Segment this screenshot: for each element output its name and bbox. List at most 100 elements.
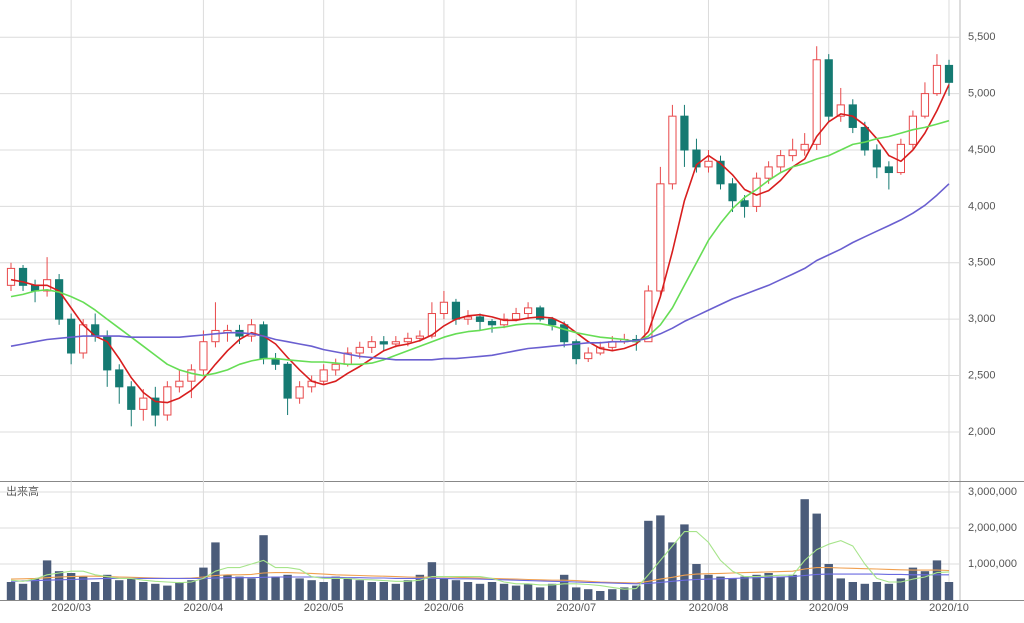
candle-body bbox=[716, 160, 725, 185]
volume-bar bbox=[547, 583, 557, 600]
candle-body bbox=[151, 397, 160, 416]
x-tick-label: 2020/04 bbox=[184, 602, 224, 614]
volume-bar bbox=[427, 562, 437, 600]
volume-bar bbox=[632, 585, 641, 600]
volume-bar bbox=[644, 520, 653, 600]
candle-body bbox=[259, 324, 268, 360]
volume-bar bbox=[884, 583, 894, 600]
candle-body bbox=[548, 318, 557, 326]
volume-average-line bbox=[10, 531, 950, 590]
volume-bar bbox=[463, 582, 473, 600]
volume-bar bbox=[620, 587, 629, 600]
candle-body bbox=[740, 200, 749, 207]
candle-body bbox=[788, 149, 797, 157]
candle-body bbox=[451, 301, 461, 320]
candle-body bbox=[944, 64, 954, 83]
volume-bar bbox=[535, 587, 545, 600]
volume-average-line bbox=[10, 573, 949, 585]
volume-bar bbox=[187, 580, 196, 600]
volume-bar bbox=[800, 499, 809, 600]
y-tick-label: 4,500 bbox=[968, 144, 996, 156]
candle-body bbox=[391, 341, 400, 345]
volume-bar bbox=[788, 574, 797, 600]
volume-bar bbox=[175, 582, 184, 600]
volume-bar bbox=[872, 582, 882, 600]
grid bbox=[0, 0, 960, 600]
volume-bar bbox=[812, 513, 821, 600]
volume-bar bbox=[716, 576, 725, 600]
volume-bar bbox=[764, 573, 773, 600]
y-tick-label: 5,000 bbox=[968, 88, 996, 100]
candle-body bbox=[499, 318, 509, 326]
volume-bar bbox=[692, 564, 701, 600]
volume-bar bbox=[319, 582, 328, 600]
y-tick-label: 2,500 bbox=[968, 369, 996, 381]
volume-bar bbox=[379, 582, 389, 600]
candle-body bbox=[668, 115, 677, 185]
y-tick-label: 5,500 bbox=[968, 31, 996, 43]
candle-body bbox=[427, 313, 437, 337]
volume-bar bbox=[259, 535, 268, 600]
volume-bar bbox=[584, 589, 593, 600]
candle-body bbox=[211, 329, 220, 343]
candle-body bbox=[6, 267, 16, 286]
moving-average-line bbox=[10, 183, 950, 361]
volume-bar bbox=[6, 582, 16, 600]
volume-bar bbox=[54, 571, 64, 600]
volume-bar bbox=[571, 587, 581, 600]
moving-average-line bbox=[10, 119, 950, 377]
volume-bar bbox=[439, 578, 449, 600]
volume-bar bbox=[944, 582, 954, 600]
candle-body bbox=[139, 397, 148, 410]
volume-bar bbox=[343, 578, 352, 600]
candle-body bbox=[920, 93, 930, 117]
volume-bar bbox=[523, 583, 533, 600]
volume-tick-label: 2,000,000 bbox=[968, 522, 1017, 534]
volume-bar bbox=[367, 582, 376, 600]
volume-bar bbox=[283, 574, 292, 600]
volume-bar bbox=[559, 574, 569, 600]
candle-body bbox=[283, 363, 292, 399]
candle-body bbox=[680, 115, 689, 151]
candle-body bbox=[584, 352, 593, 360]
volume-bar bbox=[199, 567, 208, 600]
candle-body bbox=[319, 369, 328, 382]
volume-tick-label: 1,000,000 bbox=[968, 558, 1017, 570]
candle-body bbox=[523, 307, 533, 315]
candle-body bbox=[764, 166, 773, 179]
volume-bar bbox=[271, 576, 280, 600]
volume-bar bbox=[90, 582, 100, 600]
volume-bar bbox=[836, 578, 845, 600]
volume-bar bbox=[151, 583, 160, 600]
volume-bar bbox=[307, 580, 316, 600]
volume-bar bbox=[728, 578, 737, 600]
volume-bar bbox=[235, 576, 244, 600]
candle-body bbox=[511, 313, 521, 320]
volume-bar bbox=[247, 578, 256, 600]
y-tick-label: 2,000 bbox=[968, 426, 996, 438]
candle-body bbox=[704, 160, 713, 168]
x-tick-label: 2020/07 bbox=[556, 602, 596, 614]
volume-bar bbox=[740, 576, 749, 600]
volume-bar bbox=[355, 580, 364, 600]
x-tick-label: 2020/08 bbox=[689, 602, 729, 614]
x-tick-label: 2020/09 bbox=[809, 602, 849, 614]
volume-bar bbox=[920, 571, 930, 600]
volume-bar bbox=[403, 580, 413, 600]
volume-bar bbox=[608, 589, 617, 600]
volume-bar bbox=[115, 580, 124, 600]
volume-bar bbox=[776, 576, 785, 600]
volume-bar bbox=[860, 583, 870, 600]
candle-body bbox=[403, 337, 412, 343]
candle-body bbox=[572, 341, 581, 360]
volume-bar bbox=[451, 580, 461, 600]
x-tick-label: 2020/06 bbox=[424, 602, 464, 614]
volume-bar bbox=[656, 515, 665, 600]
y-tick-label: 3,000 bbox=[968, 313, 996, 325]
volume-bar bbox=[932, 560, 942, 600]
volume-bar bbox=[596, 591, 605, 600]
candle-body bbox=[824, 59, 833, 117]
candle-body bbox=[884, 166, 893, 174]
